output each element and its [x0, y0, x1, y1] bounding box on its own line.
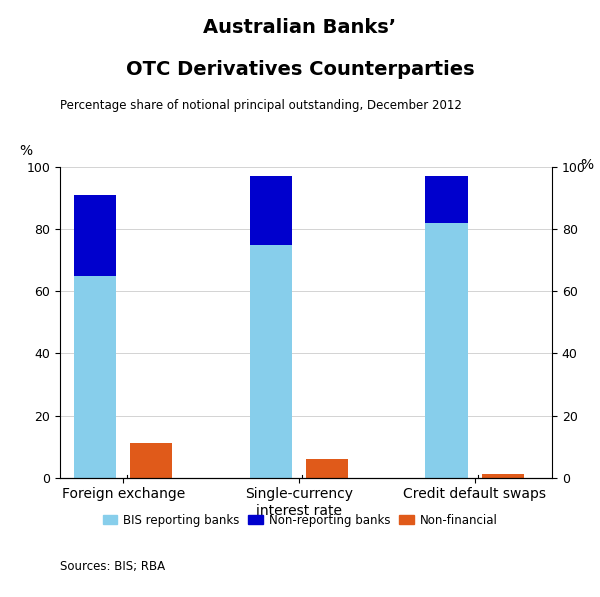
Text: OTC Derivatives Counterparties: OTC Derivatives Counterparties: [125, 60, 475, 79]
Bar: [250, 177, 292, 245]
Bar: [425, 223, 467, 478]
Y-axis label: %: %: [19, 144, 32, 158]
Bar: [74, 195, 116, 276]
Bar: [482, 475, 524, 478]
Y-axis label: %: %: [580, 158, 593, 172]
Text: Australian Banks’: Australian Banks’: [203, 18, 397, 37]
Text: Percentage share of notional principal outstanding, December 2012: Percentage share of notional principal o…: [60, 99, 462, 112]
Bar: [130, 444, 172, 478]
Bar: [306, 459, 348, 478]
Bar: [425, 177, 467, 223]
Text: Sources: BIS; RBA: Sources: BIS; RBA: [60, 560, 165, 573]
Legend: BIS reporting banks, Non-reporting banks, Non-financial: BIS reporting banks, Non-reporting banks…: [98, 509, 502, 531]
Bar: [74, 276, 116, 478]
Bar: [250, 245, 292, 478]
